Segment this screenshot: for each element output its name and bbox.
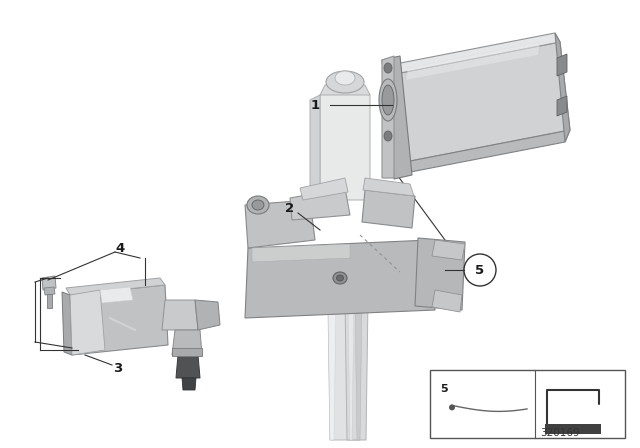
- Circle shape: [464, 254, 496, 286]
- Polygon shape: [44, 287, 55, 295]
- Polygon shape: [345, 300, 368, 440]
- Polygon shape: [70, 285, 168, 355]
- Ellipse shape: [382, 85, 394, 115]
- Polygon shape: [432, 240, 465, 260]
- Polygon shape: [390, 42, 570, 163]
- Polygon shape: [42, 276, 56, 290]
- Polygon shape: [382, 56, 394, 178]
- Polygon shape: [290, 188, 350, 220]
- Polygon shape: [176, 355, 200, 378]
- Ellipse shape: [247, 196, 269, 214]
- Polygon shape: [47, 294, 52, 308]
- Polygon shape: [395, 130, 570, 175]
- Polygon shape: [172, 330, 202, 355]
- Text: 5: 5: [440, 384, 447, 394]
- Ellipse shape: [326, 71, 364, 93]
- Polygon shape: [385, 33, 560, 75]
- Ellipse shape: [252, 200, 264, 210]
- Polygon shape: [195, 300, 220, 330]
- Polygon shape: [406, 42, 540, 80]
- Polygon shape: [555, 33, 570, 142]
- Text: 3: 3: [113, 362, 123, 375]
- Ellipse shape: [379, 79, 397, 121]
- Polygon shape: [320, 85, 370, 95]
- Polygon shape: [362, 190, 415, 228]
- Ellipse shape: [337, 275, 344, 281]
- Polygon shape: [300, 178, 348, 200]
- Polygon shape: [66, 278, 165, 295]
- Polygon shape: [557, 54, 567, 76]
- Bar: [545, 424, 601, 434]
- Polygon shape: [348, 300, 354, 440]
- Polygon shape: [172, 348, 202, 356]
- Text: 2: 2: [285, 202, 294, 215]
- Ellipse shape: [384, 131, 392, 141]
- Polygon shape: [310, 95, 320, 200]
- Text: 320169: 320169: [540, 428, 580, 438]
- Polygon shape: [432, 290, 462, 312]
- Polygon shape: [70, 290, 105, 355]
- Polygon shape: [328, 300, 336, 440]
- Polygon shape: [162, 300, 198, 330]
- Polygon shape: [62, 292, 72, 355]
- Polygon shape: [415, 238, 465, 310]
- Ellipse shape: [384, 63, 392, 73]
- Polygon shape: [100, 287, 133, 303]
- Polygon shape: [363, 178, 414, 196]
- Polygon shape: [557, 96, 567, 116]
- Text: 4: 4: [115, 241, 125, 254]
- Polygon shape: [245, 240, 435, 318]
- Circle shape: [449, 405, 455, 410]
- Polygon shape: [328, 300, 362, 440]
- Bar: [430, 370, 625, 438]
- Polygon shape: [355, 300, 362, 440]
- Polygon shape: [320, 88, 370, 200]
- Ellipse shape: [335, 71, 355, 85]
- Polygon shape: [182, 378, 196, 390]
- Polygon shape: [382, 56, 412, 179]
- Ellipse shape: [333, 272, 347, 284]
- Polygon shape: [252, 244, 350, 262]
- Polygon shape: [245, 200, 315, 248]
- Text: 1: 1: [311, 99, 320, 112]
- Text: 5: 5: [476, 263, 484, 276]
